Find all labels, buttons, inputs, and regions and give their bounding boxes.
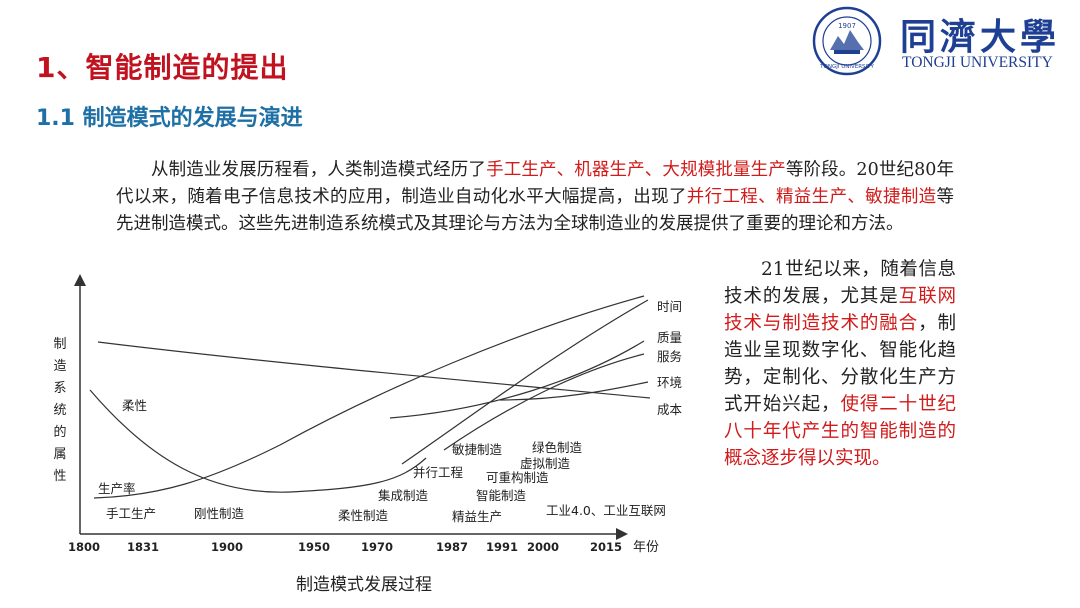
- intro-text-2: 等阶段。20世纪80年代以来，随着电子信息技术的应用，制造业自动化水平大幅提高，…: [116, 160, 955, 207]
- y-label-char: 制: [53, 337, 66, 352]
- page-title: 1、智能制造的提出: [36, 51, 289, 84]
- x-tick-1991: 1991: [486, 540, 518, 554]
- intro-paragraph: 从制造业发展历程看，人类制造模式经历了手工生产、机器生产、大规模批量生产等阶段。…: [116, 157, 954, 238]
- y-label-char: 系: [53, 381, 66, 396]
- seal-ring-text: TONGJI UNIVERSITY: [819, 64, 874, 70]
- cost-curve: [97, 341, 651, 399]
- curve-label-service: 服务: [657, 349, 682, 364]
- x-tick-1900: 1900: [211, 540, 243, 554]
- intro-text-1: 从制造业发展历程看，人类制造模式经历了: [151, 160, 487, 180]
- x-tick-labels: 1800 1831 1900 1950 1970 1987 1991 2000 …: [68, 540, 622, 554]
- time-curve: [401, 299, 649, 465]
- side-highlight-1: 互联网技术与制造技术的融合: [724, 286, 956, 334]
- section-subtitle: 1.1 制造模式的发展与演进: [36, 106, 303, 131]
- mode-label-intelligent: 智能制造: [476, 488, 527, 503]
- curve-label-flexibility: 柔性: [122, 398, 147, 413]
- mode-label-rigid: 刚性制造: [194, 506, 245, 521]
- y-label-char: 统: [53, 403, 66, 418]
- productivity-curve: [93, 295, 645, 499]
- x-tick-1950: 1950: [298, 540, 330, 554]
- side-highlight-2: 使得二十世纪八十年代产生的智能制造的概念逐步得以实现。: [724, 394, 956, 469]
- x-axis-unit: 年份: [633, 540, 659, 555]
- curve-label-quality: 质量: [657, 330, 682, 345]
- service-curve: [443, 353, 645, 451]
- quality-curve: [389, 340, 645, 419]
- mode-label-agile: 敏捷制造: [452, 442, 503, 457]
- x-tick-1970: 1970: [361, 540, 393, 554]
- x-tick-1831: 1831: [127, 540, 159, 554]
- university-seal-icon: 1907 TONGJI UNIVERSITY: [812, 6, 882, 76]
- x-tick-1987: 1987: [436, 540, 468, 554]
- intro-highlight-1: 手工生产、机器生产、大规模批量生产: [486, 160, 786, 180]
- seal-year: 1907: [838, 22, 856, 30]
- y-label-char: 造: [53, 359, 66, 374]
- side-paragraph: 21世纪以来，随着信息技术的发展，尤其是互联网技术与制造技术的融合，制造业呈现数…: [724, 256, 956, 472]
- mode-label-green: 绿色制造: [532, 440, 583, 455]
- x-tick-2015: 2015: [590, 540, 622, 554]
- mode-label-reconfigurable: 可重构制造: [486, 470, 549, 485]
- curve-label-productivity: 生产率: [98, 481, 136, 496]
- y-axis-label: 制 造 系 统 的 属 性: [53, 337, 66, 484]
- manufacturing-modes-diagram: 制 造 系 统 的 属 性 1800 1831 1900 1950 1970 1…: [53, 274, 683, 555]
- curve-label-time: 时间: [657, 299, 682, 314]
- intro-text-3: 等先进制造模式。这些先进制造系统模式及其理论与方法为全球制造业的发展提供了重要的…: [116, 187, 954, 234]
- curve-label-environment: 环境: [657, 375, 682, 390]
- side-text-1: 21世纪以来，随着信息技术的发展，尤其是: [724, 259, 956, 307]
- flexibility-curve: [89, 389, 427, 493]
- curve-label-cost: 成本: [657, 402, 683, 417]
- intro-highlight-2: 并行工程、精益生产、敏捷制造: [686, 187, 937, 207]
- mode-label-lean: 精益生产: [452, 509, 502, 524]
- y-label-char: 性: [53, 469, 66, 484]
- y-label-char: 的: [53, 424, 66, 440]
- y-label-char: 属: [53, 447, 66, 462]
- mode-label-industry40: 工业4.0、工业互联网: [546, 503, 666, 518]
- x-tick-1800: 1800: [68, 540, 100, 554]
- x-tick-2000: 2000: [527, 540, 559, 554]
- mode-label-virtual: 虚拟制造: [520, 456, 571, 471]
- mode-label-flexible: 柔性制造: [338, 508, 389, 523]
- mode-label-concurrent: 并行工程: [413, 465, 464, 480]
- mode-label-integrated: 集成制造: [378, 488, 429, 503]
- university-logo: 1907 TONGJI UNIVERSITY 同濟大學 TONGJI UNIVE…: [812, 6, 1072, 80]
- logo-name-en: TONGJI UNIVERSITY: [902, 54, 1053, 71]
- mode-label-handcraft: 手工生产: [106, 506, 156, 521]
- logo-name-cn: 同濟大學: [900, 16, 1061, 58]
- side-text-2: ，制造业呈现数字化、智能化趋势，定制化、分散化生产方式开始兴起，: [724, 313, 956, 415]
- diagram-caption: 制造模式发展过程: [296, 575, 432, 595]
- environment-curve: [499, 381, 649, 401]
